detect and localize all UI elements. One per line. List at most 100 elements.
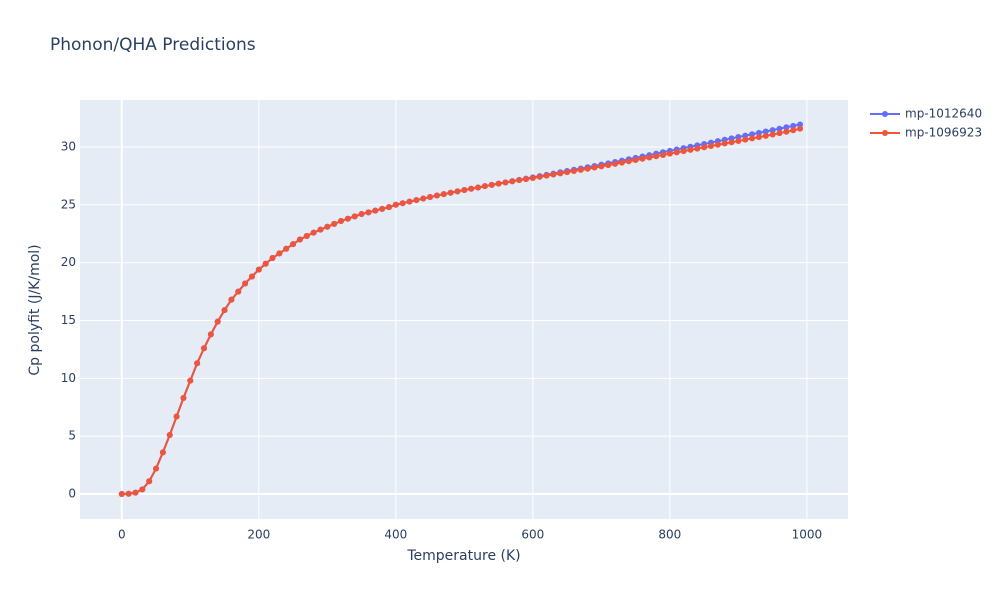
data-point xyxy=(509,178,516,185)
data-point xyxy=(502,179,509,186)
data-point xyxy=(755,134,762,141)
y-tick-label: 10 xyxy=(61,371,76,385)
data-point xyxy=(146,478,153,485)
data-point xyxy=(187,377,194,384)
data-point xyxy=(221,307,228,314)
data-point xyxy=(797,125,804,132)
data-point xyxy=(303,233,310,240)
data-point xyxy=(584,165,591,172)
data-point xyxy=(255,266,262,273)
data-point xyxy=(783,124,790,131)
y-tick-label: 5 xyxy=(68,429,76,443)
data-point xyxy=(790,122,797,129)
data-point xyxy=(118,491,125,498)
data-point xyxy=(680,148,687,155)
data-point xyxy=(324,223,331,230)
data-point xyxy=(399,200,406,207)
data-point xyxy=(153,465,160,472)
data-point xyxy=(392,201,399,208)
legend-marker xyxy=(882,111,888,117)
data-point xyxy=(776,125,783,132)
data-point xyxy=(420,195,427,202)
x-tick-label: 600 xyxy=(521,528,544,542)
data-point xyxy=(139,486,146,493)
y-tick-label: 0 xyxy=(68,487,76,501)
data-point xyxy=(351,213,358,220)
data-point xyxy=(201,345,208,352)
y-tick-label: 15 xyxy=(61,313,76,327)
x-tick-label: 0 xyxy=(118,528,126,542)
x-tick-label: 200 xyxy=(247,528,270,542)
data-point xyxy=(762,128,769,135)
data-point xyxy=(413,197,420,204)
y-tick-label: 30 xyxy=(61,139,76,153)
legend-label: mp-1012640 xyxy=(905,107,982,121)
data-point xyxy=(653,153,660,160)
data-point xyxy=(166,432,173,439)
data-point xyxy=(427,194,434,201)
data-point xyxy=(248,273,255,280)
x-tick-label: 400 xyxy=(384,528,407,542)
data-point xyxy=(433,192,440,199)
data-point xyxy=(523,176,530,183)
y-tick-label: 20 xyxy=(61,255,76,269)
data-point xyxy=(468,185,475,192)
plot-area xyxy=(80,100,848,519)
data-point xyxy=(790,127,797,134)
data-point xyxy=(207,331,214,338)
data-point xyxy=(132,489,139,496)
data-point xyxy=(385,204,392,211)
data-point xyxy=(701,144,708,151)
data-point xyxy=(228,296,235,303)
plot xyxy=(118,121,804,498)
x-tick-label: 1000 xyxy=(792,528,823,542)
data-point xyxy=(440,191,447,198)
data-point xyxy=(488,181,495,188)
data-point xyxy=(721,140,728,147)
data-point xyxy=(290,241,297,248)
data-point xyxy=(776,130,783,137)
data-point xyxy=(570,168,577,175)
grid xyxy=(80,100,848,519)
data-point xyxy=(475,184,482,191)
data-point xyxy=(735,137,742,144)
data-point xyxy=(769,127,776,134)
data-point xyxy=(577,166,584,173)
data-point xyxy=(660,151,667,158)
data-point xyxy=(687,146,694,153)
data-point xyxy=(516,177,523,184)
data-point xyxy=(749,131,756,138)
data-point xyxy=(372,207,379,214)
data-point xyxy=(625,158,632,165)
data-point xyxy=(365,209,372,216)
data-point xyxy=(714,141,721,148)
data-point xyxy=(762,132,769,139)
data-point xyxy=(180,394,187,401)
chart-title: Phonon/QHA Predictions xyxy=(50,35,256,55)
data-point xyxy=(543,172,550,179)
data-point xyxy=(242,280,249,287)
data-point xyxy=(632,157,639,164)
legend-marker xyxy=(882,130,888,136)
data-point xyxy=(461,187,468,194)
data-point xyxy=(707,143,714,150)
data-point xyxy=(262,260,269,267)
data-point xyxy=(214,318,221,325)
data-point xyxy=(673,149,680,156)
data-point xyxy=(694,145,701,152)
data-point xyxy=(529,174,536,181)
data-point xyxy=(564,169,571,176)
data-point xyxy=(125,490,132,497)
data-point xyxy=(344,215,351,222)
data-point xyxy=(379,205,386,212)
data-point xyxy=(495,180,502,187)
x-tick-label: 800 xyxy=(658,528,681,542)
data-point xyxy=(276,250,283,257)
data-point xyxy=(612,160,619,167)
data-point xyxy=(591,164,598,171)
data-point xyxy=(447,189,454,196)
data-point xyxy=(194,360,201,367)
data-point xyxy=(173,413,180,420)
data-point xyxy=(797,121,804,128)
